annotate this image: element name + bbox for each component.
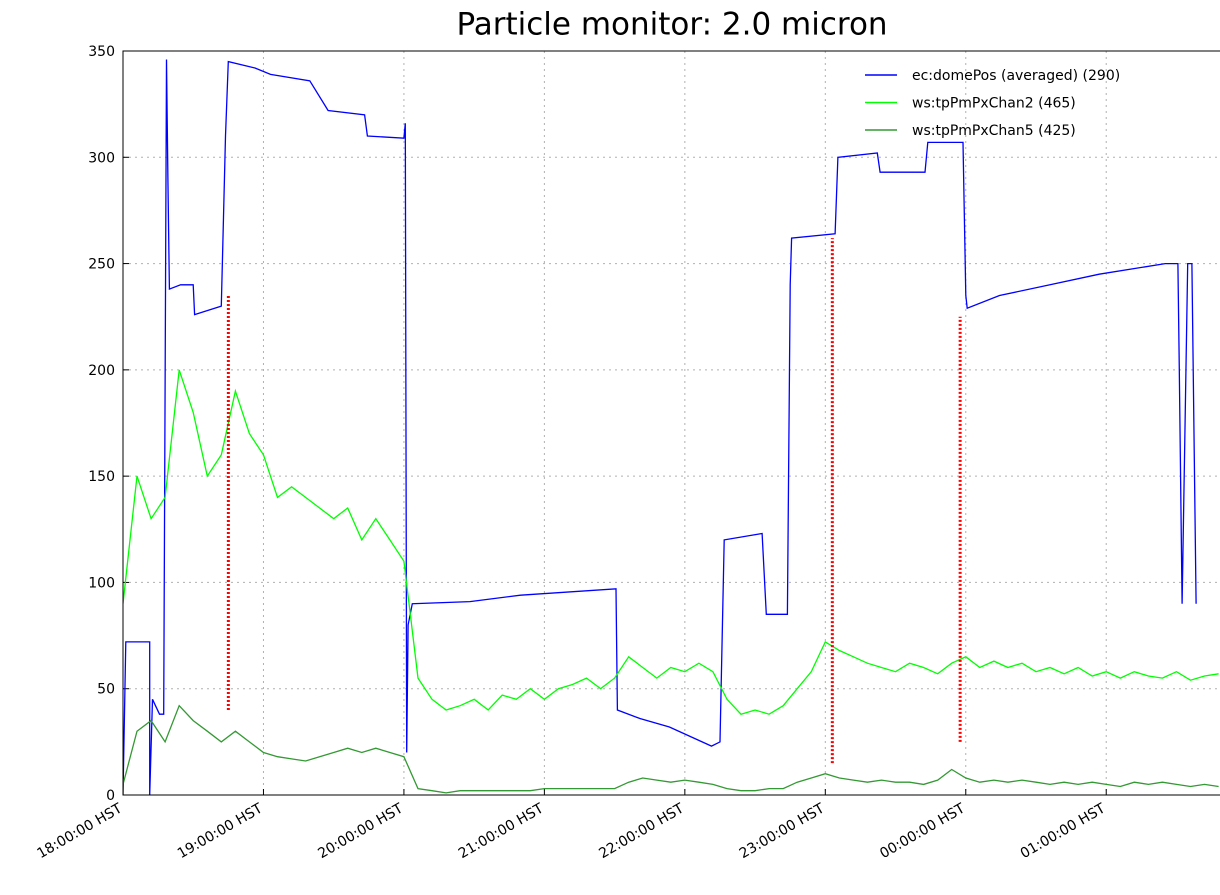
y-tick-label: 0 [106, 788, 115, 804]
y-tick-label: 50 [97, 682, 115, 698]
series-line [123, 369, 1219, 715]
y-tick-label: 350 [88, 44, 115, 60]
x-tick-label: 01:00:00 HST [1018, 800, 1109, 862]
series-line [123, 59, 1197, 795]
x-tick-label: 19:00:00 HST [175, 800, 266, 862]
y-tick-label: 250 [88, 257, 115, 273]
chart-title: Particle monitor: 2.0 micron [456, 7, 887, 43]
legend-label: ws:tpPmPxChan5 (425) [912, 123, 1076, 139]
x-tick-label: 23:00:00 HST [737, 800, 828, 862]
legend-label: ws:tpPmPxChan2 (465) [912, 96, 1076, 112]
y-tick-label: 300 [88, 150, 115, 166]
x-tick-label: 18:00:00 HST [34, 800, 125, 862]
plot-frame [122, 50, 1220, 796]
x-tick-label: 20:00:00 HST [315, 800, 406, 862]
y-tick-label: 200 [88, 363, 115, 379]
y-tick-label: 100 [88, 575, 115, 591]
legend-label: ec:domePos (averaged) (290) [912, 68, 1120, 84]
y-tick-label: 150 [88, 469, 115, 485]
series-line [123, 704, 1219, 794]
x-tick-label: 21:00:00 HST [456, 800, 547, 862]
x-tick-label: 22:00:00 HST [596, 800, 687, 862]
x-tick-label: 00:00:00 HST [877, 800, 968, 862]
